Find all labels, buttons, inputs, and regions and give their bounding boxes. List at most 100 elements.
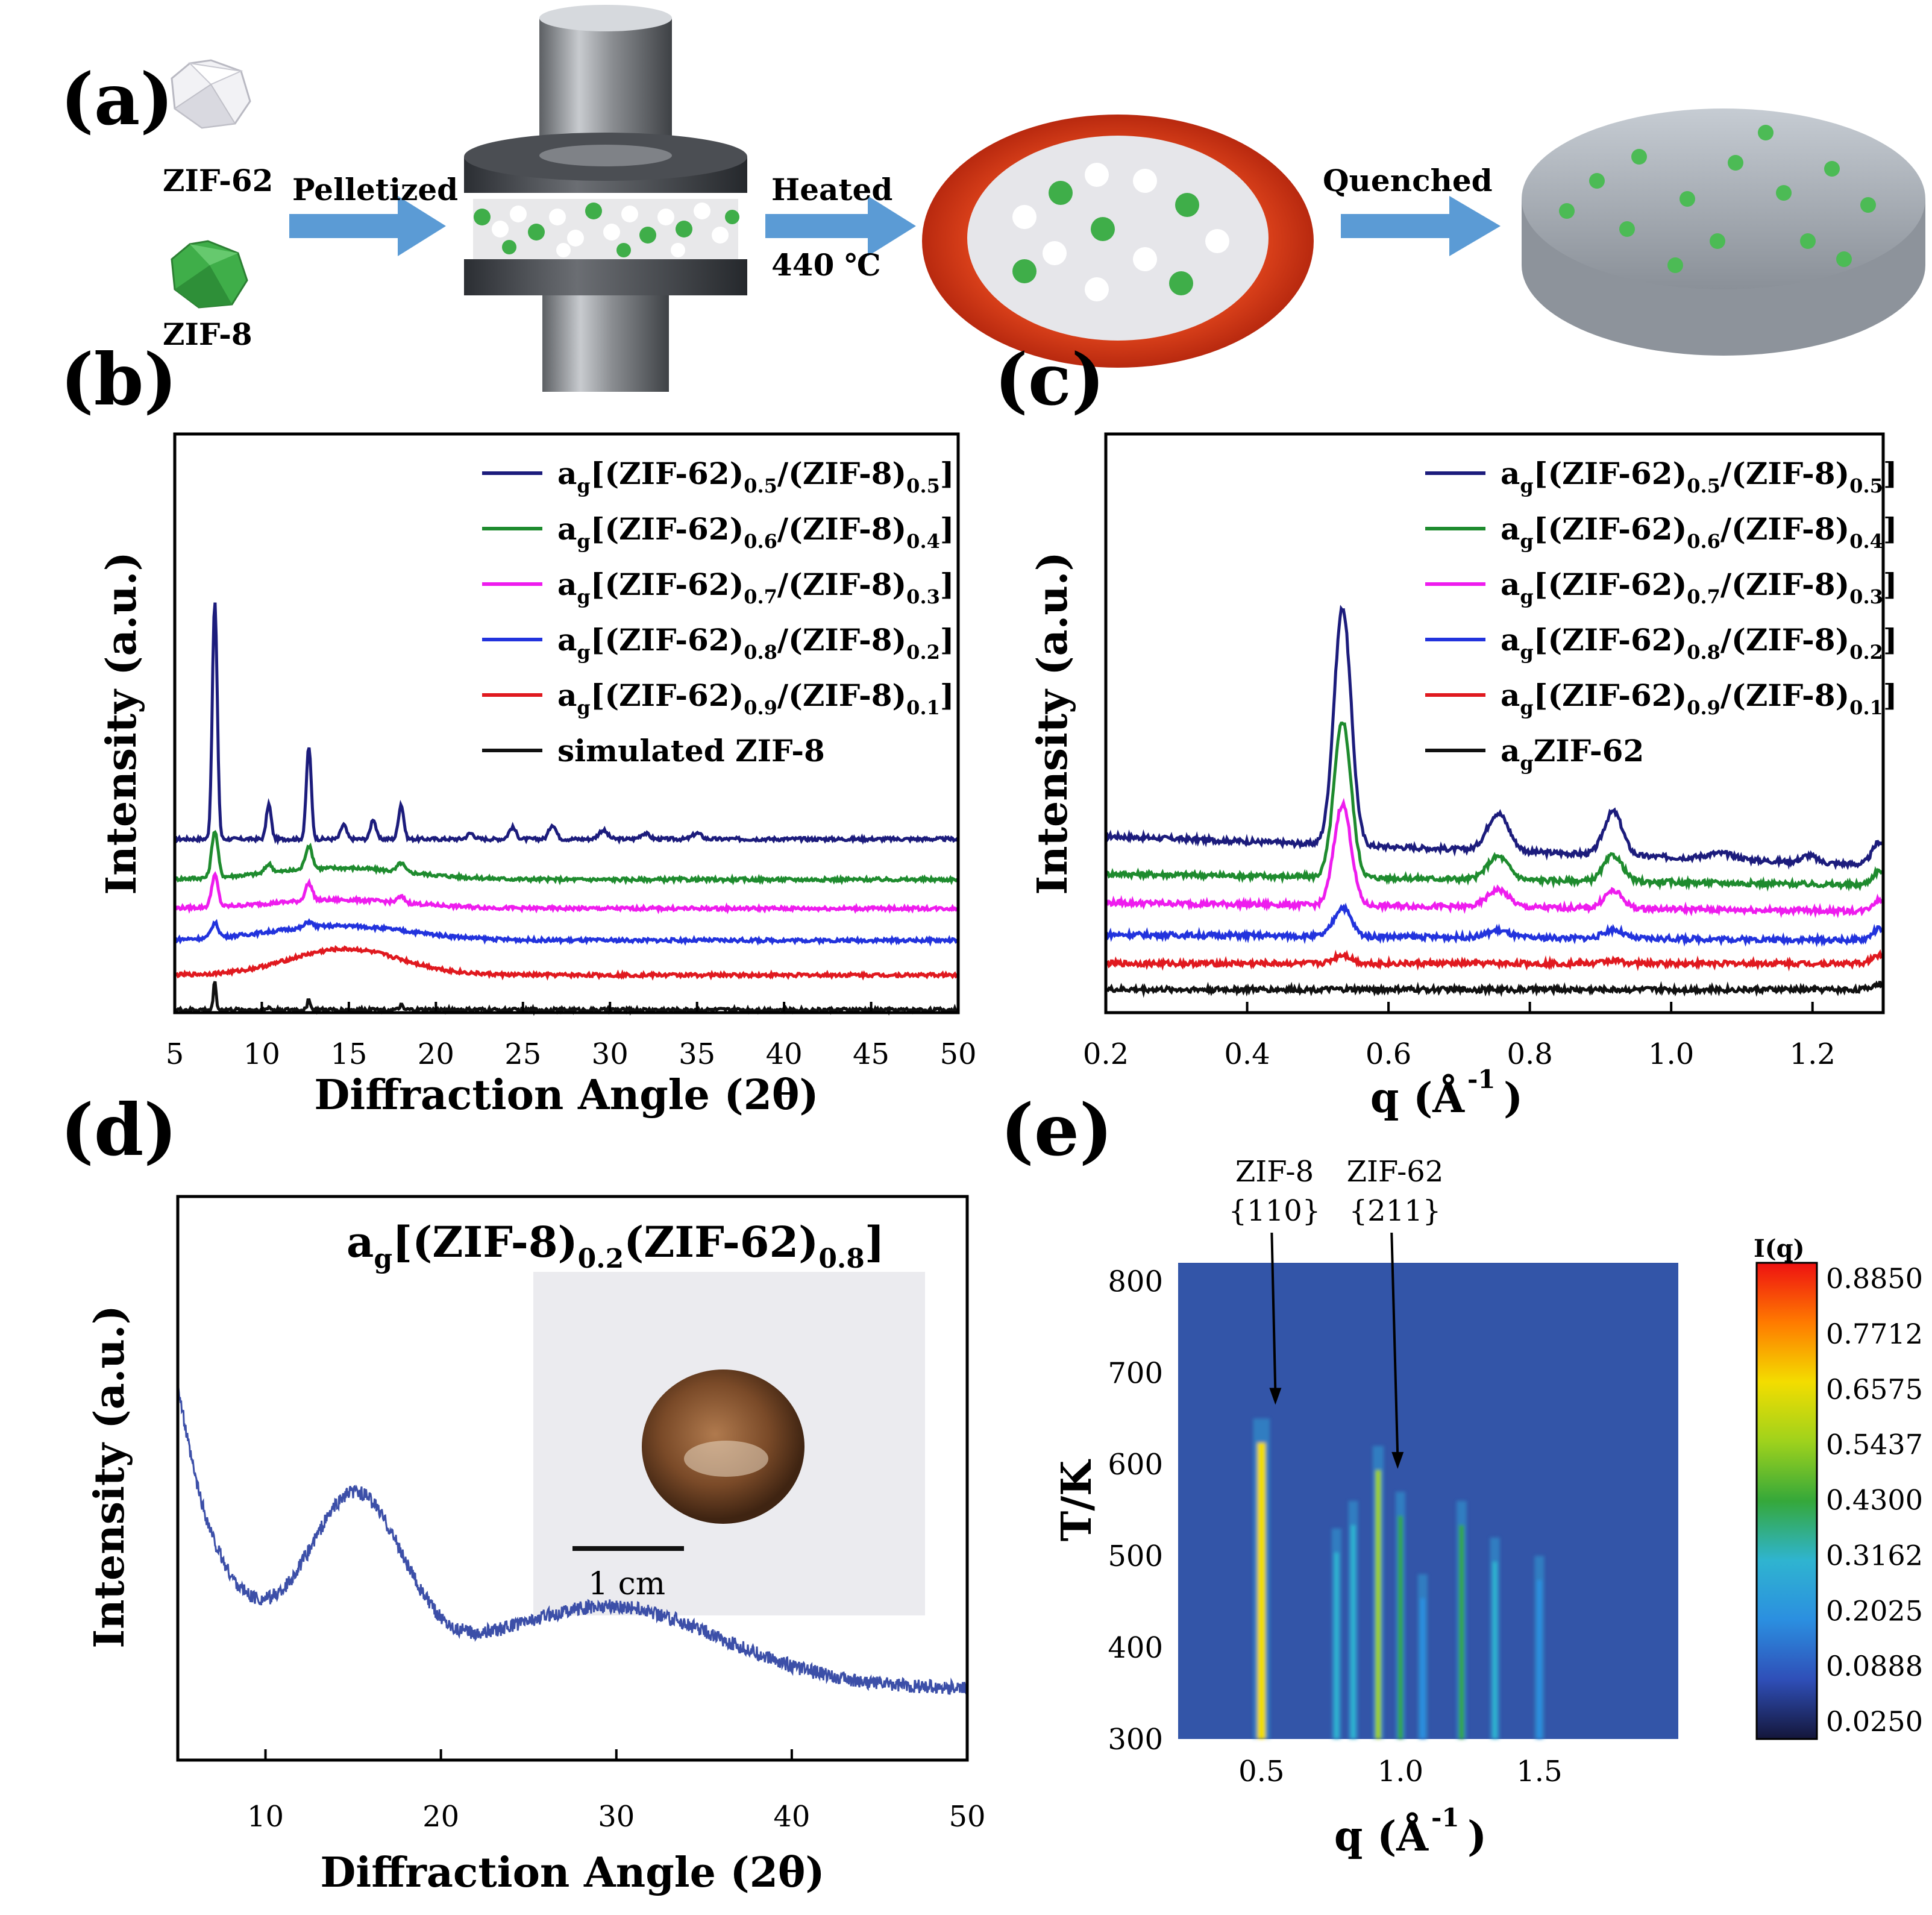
chart-e-xlabel-sup: -1: [1431, 1803, 1460, 1832]
colorbar: [1757, 1263, 1817, 1739]
chart-c-xtick-label-4: 1.0: [1648, 1037, 1694, 1071]
chart-e-annotations: ZIF-8{110}ZIF-62{211}: [1229, 1155, 1444, 1469]
heatmap-streak-halo-7: [1490, 1538, 1500, 1739]
chart-b-legend-label-5: simulated ZIF-8: [557, 733, 825, 769]
chart-c-legend-label-0: ag[(ZIF-62)0.5/(ZIF-8)0.5]: [1501, 456, 1898, 497]
heatmap-streak-halo-2: [1349, 1501, 1358, 1739]
heatmap-streak-1: [1334, 1553, 1339, 1739]
glass-pellet-image: [642, 1369, 804, 1524]
annotation-label-1: ZIF-62: [1347, 1155, 1444, 1189]
heatmap-streak-halo-3: [1373, 1446, 1384, 1739]
chart-d-xtick-label-2: 30: [598, 1800, 635, 1834]
chart-c-series-4: [1106, 953, 1883, 966]
chart-c-legend-label-4: ag[(ZIF-62)0.9/(ZIF-8)0.1]: [1501, 678, 1898, 719]
chart-b-series-0: [175, 603, 958, 841]
chart-e-ytick-label-4: 700: [1108, 1356, 1163, 1390]
chart-c-xtick-label-0: 0.2: [1083, 1037, 1129, 1071]
zif8-crystal-icon: [172, 241, 247, 307]
panel-letter-d: (d): [60, 1088, 177, 1172]
chart-b-xticks: 5101520253035404550: [166, 1002, 977, 1071]
zif62-crystal-icon: [172, 60, 250, 128]
heatmap-streak-halo-4: [1396, 1492, 1405, 1739]
chart-d-title-p3: ]: [865, 1217, 885, 1267]
chart-d-title: ag[(ZIF-8)0.2(ZIF-62)0.8]: [347, 1217, 885, 1274]
chart-d-series-0: [178, 1387, 967, 1695]
heatmap-streak-8: [1537, 1580, 1542, 1739]
chart-b-legend-label-2: ag[(ZIF-62)0.7/(ZIF-8)0.3]: [557, 567, 955, 608]
panel-letter-e: (e): [1000, 1088, 1113, 1172]
panel-letter-c: (c): [994, 338, 1105, 421]
chart-e-axes: 3004005006007008000.51.01.5: [1108, 1265, 1562, 1788]
chart-b-legend: ag[(ZIF-62)0.5/(ZIF-8)0.5]ag[(ZIF-62)0.6…: [482, 456, 955, 769]
chart-c-series-1: [1106, 723, 1883, 887]
chart-d-lines: [178, 1387, 967, 1695]
colorbar-tick-label-0: 0.8850: [1826, 1262, 1923, 1295]
chart-b-legend-label-4: ag[(ZIF-62)0.9/(ZIF-8)0.1]: [557, 678, 955, 719]
chart-c-xtick-label-2: 0.6: [1366, 1037, 1411, 1071]
chart-e-ytick-label-1: 400: [1108, 1631, 1163, 1665]
annotation-arrow-line-1: [1391, 1233, 1397, 1457]
chart-c-series-2: [1106, 803, 1883, 914]
chart-b-series-1: [175, 832, 958, 882]
chart-c-legend: ag[(ZIF-62)0.5/(ZIF-8)0.5] ag[(ZIF-62)0.6…: [1425, 456, 1898, 775]
colorbar-tick-label-2: 0.6575: [1826, 1373, 1923, 1406]
chart-b-series-4: [175, 948, 958, 977]
chart-d-title-r2: 0.8: [818, 1244, 865, 1274]
colorbar-tick-label-4: 0.4300: [1826, 1484, 1923, 1517]
chart-d-title-p1: [(ZIF-8): [392, 1217, 578, 1267]
zif62-label: ZIF-62: [163, 163, 273, 198]
chart-c-legend-label-2: ag[(ZIF-62)0.7/(ZIF-8)0.3]: [1501, 567, 1898, 608]
chart-d-ylabel: Intensity (a.u.): [86, 1305, 134, 1648]
chart-c-xtick-label-1: 0.4: [1224, 1037, 1270, 1071]
heatmap-streak-4: [1398, 1516, 1403, 1739]
chart-c-legend-label-5: agZIF-62: [1501, 733, 1644, 775]
chart-c-xlabel: q (Å: [1370, 1074, 1465, 1122]
chart-c-xticks: 0.20.40.60.81.01.2: [1083, 1002, 1836, 1071]
step-quenched-label: Quenched: [1323, 163, 1493, 198]
chart-c-series-5: [1106, 981, 1883, 992]
chart-c-legend-label-1: ag[(ZIF-62)0.6/(ZIF-8)0.4]: [1501, 511, 1898, 553]
heatmap-streak-halo-8: [1534, 1556, 1544, 1739]
chart-b-series-2: [175, 874, 958, 910]
annotation-arrow-line-0: [1272, 1233, 1275, 1392]
chart-d-xticks: 1020304050: [247, 1749, 986, 1834]
chart-e-xlabel-tail: ): [1467, 1813, 1487, 1861]
chart-e-ytick-label-0: 300: [1108, 1723, 1163, 1756]
chart-c-lines: [1106, 609, 1883, 992]
panel-letter-b: (b): [60, 338, 177, 421]
chart-c-series-0: [1106, 609, 1883, 866]
chart-e-ytick-label-2: 500: [1108, 1539, 1163, 1573]
heatmap-streak-halo-1: [1332, 1529, 1341, 1739]
chart-d-xlabel: Diffraction Angle (2θ): [320, 1849, 824, 1897]
chart-e-xtick-label-2: 1.5: [1516, 1755, 1562, 1788]
panel-a-illustration: [0, 0, 1932, 392]
chart-c-xlabel-tail: ): [1504, 1074, 1523, 1122]
step-heated-label: Heated: [771, 172, 892, 207]
heatmap-streak-3: [1375, 1470, 1381, 1739]
chart-e-xlabel: q (Å: [1334, 1813, 1429, 1861]
chart-b-xlabel: Diffraction Angle (2θ): [314, 1071, 818, 1119]
chart-b-legend-label-1: ag[(ZIF-62)0.6/(ZIF-8)0.4]: [557, 511, 955, 553]
chart-c-xtick-label-5: 1.2: [1790, 1037, 1836, 1071]
chart-b-xtick-label-5: 30: [592, 1037, 629, 1071]
chart-d-xtick-label-4: 50: [949, 1800, 985, 1834]
chart-b-xtick-label-1: 10: [243, 1037, 280, 1071]
annotation-label-0: ZIF-8: [1235, 1155, 1314, 1189]
chart-d-xtick-label-1: 20: [422, 1800, 459, 1834]
chart-b-xtick-label-9: 50: [939, 1037, 976, 1071]
chart-d-frame: [178, 1196, 967, 1760]
chart-b-frame: [175, 434, 958, 1013]
process-arrow-3: [1341, 196, 1501, 256]
chart-b-series-5: [175, 981, 958, 1011]
chart-e-xtick-label-0: 0.5: [1238, 1755, 1284, 1788]
colorbar-tick-label-8: 0.0250: [1826, 1705, 1923, 1738]
heated-pellet-image: [922, 115, 1314, 368]
heatmap-streak-2: [1351, 1525, 1356, 1739]
chart-d-title-p2: (ZIF-62): [624, 1217, 818, 1267]
chart-b-lines: [175, 603, 958, 1011]
colorbar-tick-label-1: 0.7712: [1826, 1318, 1923, 1350]
chart-d-title-base: a: [347, 1217, 374, 1267]
temperature-label: 440 ℃: [771, 247, 881, 283]
chart-c-series-3: [1106, 907, 1883, 943]
pellet-press-image: [464, 5, 747, 392]
